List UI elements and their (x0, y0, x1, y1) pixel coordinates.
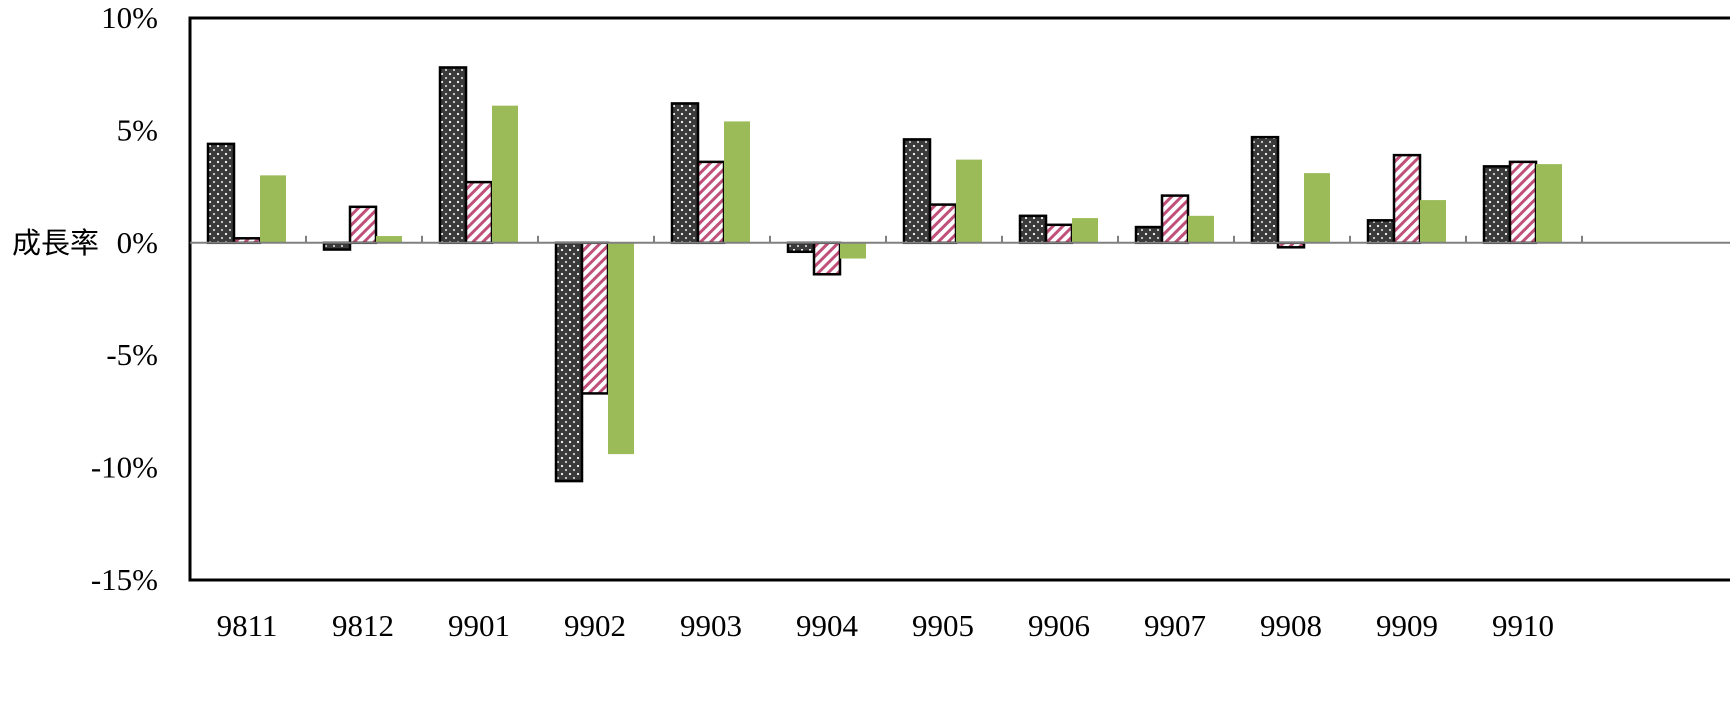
x-category-label: 9902 (564, 608, 626, 643)
x-category-label: 9903 (680, 608, 742, 643)
bar-series-2-9910 (1508, 160, 1538, 245)
x-category-label: 9901 (448, 608, 510, 643)
bar-series-2-9812 (348, 205, 378, 245)
bar-series-1-9901 (438, 66, 468, 245)
bar-series-3-9903 (724, 121, 750, 243)
bar-series-3-9811 (260, 175, 286, 243)
x-category-label: 9909 (1376, 608, 1438, 643)
bar-series-3-9909 (1420, 200, 1446, 243)
bar-series-1-9904 (786, 241, 816, 254)
bar-series-1-9811 (206, 142, 236, 245)
bar-series-2-9905 (928, 203, 958, 245)
x-category-label: 9907 (1144, 608, 1206, 643)
y-tick-label: 10% (101, 0, 158, 35)
x-category-label: 9908 (1260, 608, 1322, 643)
bar-series-2-9903 (696, 160, 726, 245)
bar-series-1-9907 (1134, 225, 1164, 245)
x-category-label: 9812 (332, 608, 394, 643)
bar-series-2-9909 (1392, 153, 1422, 245)
y-tick-label: -5% (106, 337, 158, 372)
y-tick-label: -10% (91, 450, 158, 485)
bar-series-1-9910 (1482, 165, 1512, 245)
y-tick-label: 5% (117, 112, 158, 147)
y-tick-label: 0% (117, 225, 158, 260)
bar-series-3-9905 (956, 159, 982, 243)
bar-series-2-9907 (1160, 194, 1190, 245)
x-category-label: 9906 (1028, 608, 1090, 643)
bar-series-3-9902 (608, 242, 634, 455)
bar-series-3-9907 (1188, 215, 1214, 243)
bar-series-1-9812 (322, 241, 352, 251)
bar-series-3-9908 (1304, 173, 1330, 243)
bar-series-1-9905 (902, 138, 932, 245)
bar-series-3-9812 (376, 236, 402, 243)
y-axis-label: 成長率 (12, 226, 99, 260)
bar-series-3-9910 (1536, 164, 1562, 243)
bar-series-2-9902 (580, 241, 610, 395)
bar-series-2-9906 (1044, 223, 1074, 245)
x-category-label: 9811 (217, 608, 278, 643)
x-category-label: 9910 (1492, 608, 1554, 643)
bar-series-2-9904 (812, 241, 842, 276)
y-tick-label: -15% (91, 562, 158, 597)
bar-series-3-9906 (1072, 218, 1098, 243)
bar-series-1-9908 (1250, 135, 1280, 245)
bar-series-1-9902 (554, 241, 584, 483)
bar-series-3-9901 (492, 105, 518, 243)
x-category-label: 9905 (912, 608, 974, 643)
bar-series-2-9901 (464, 180, 494, 245)
bar-series-3-9904 (840, 242, 866, 259)
bar-series-1-9903 (670, 102, 700, 245)
bar-series-1-9906 (1018, 214, 1048, 245)
bar-series-1-9909 (1366, 219, 1396, 245)
x-category-label: 9904 (796, 608, 859, 643)
plot-area (188, 16, 1730, 582)
